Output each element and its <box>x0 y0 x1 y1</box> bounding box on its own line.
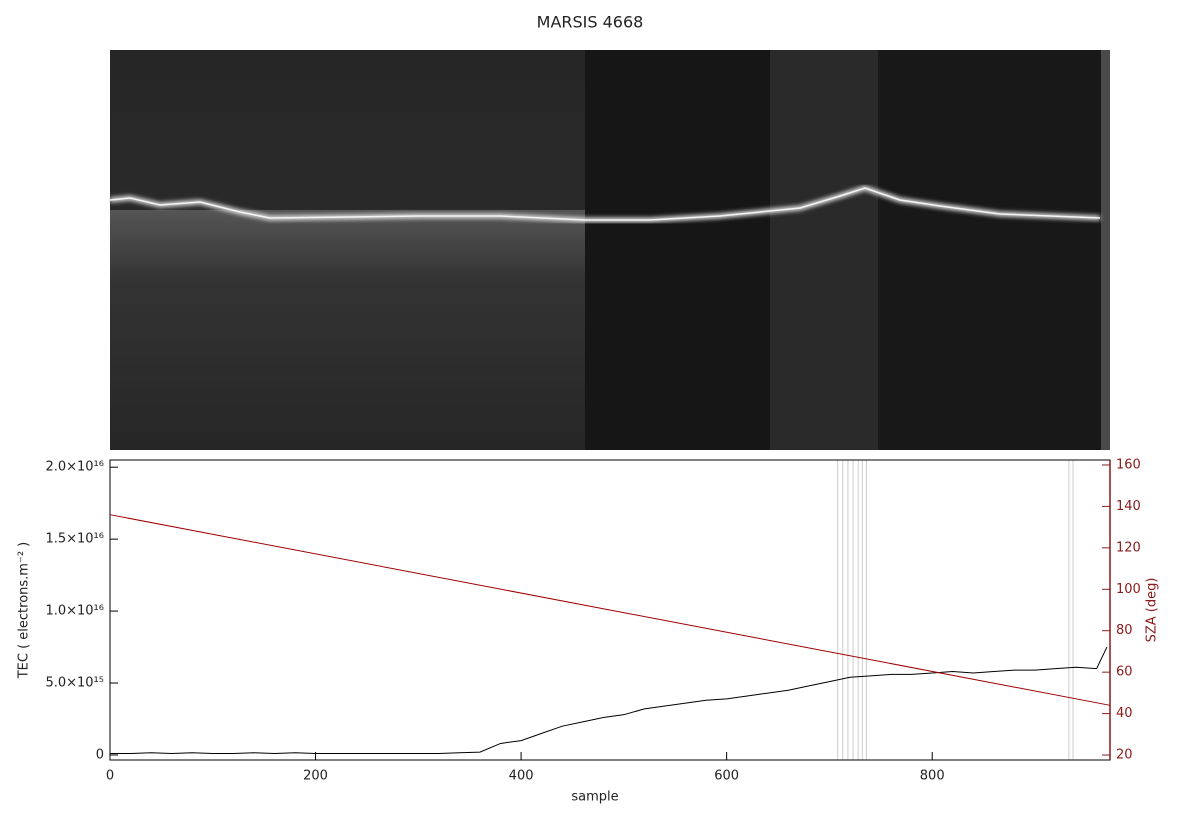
y-tick-label: 1.5×10¹⁶ <box>45 532 104 547</box>
data-line <box>110 646 1108 755</box>
y2-axis-label: SZA (deg) <box>1145 578 1160 643</box>
x-tick-label: 600 <box>714 769 739 784</box>
radargram <box>109 50 1110 450</box>
y-axis-label: TEC ( electrons.m⁻² ) <box>17 542 32 680</box>
x-tick-label: 0 <box>106 769 114 784</box>
y2-tick-label: 20 <box>1116 748 1133 763</box>
y-tick-label: 1.0×10¹⁶ <box>45 604 104 619</box>
x-tick-label: 800 <box>920 769 945 784</box>
data-line <box>109 514 1111 706</box>
x-axis-label: sample <box>571 790 618 805</box>
y2-tick-label: 100 <box>1116 582 1141 597</box>
y2-tick-label: 120 <box>1116 540 1141 555</box>
y2-tick-label: 140 <box>1116 499 1141 514</box>
y-tick-label: 0 <box>96 747 104 762</box>
y2-tick-label: 60 <box>1116 665 1133 680</box>
y-tick-label: 5.0×10¹⁵ <box>45 676 104 691</box>
y-tick-label: 2.0×10¹⁶ <box>45 460 104 475</box>
y2-tick-label: 160 <box>1116 457 1141 472</box>
x-tick-label: 400 <box>509 769 534 784</box>
y2-tick-label: 40 <box>1116 706 1133 721</box>
x-tick-label: 200 <box>303 769 328 784</box>
chart-title: MARSIS 4668 <box>537 13 644 32</box>
y2-tick-label: 80 <box>1116 623 1133 638</box>
